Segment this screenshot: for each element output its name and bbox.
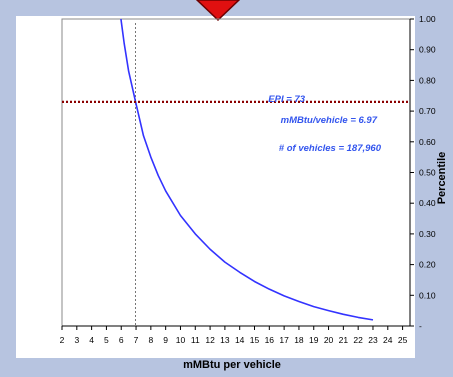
x-tick-label: 17 <box>279 335 289 345</box>
y-tick-label: 0.10 <box>419 290 436 300</box>
x-tick-label: 22 <box>353 335 363 345</box>
x-axis-ticks: 2 3 4 5 6 7 8 9 10 11 12 13 14 15 16 17 18 19 20 21 22 23 24 25 <box>60 326 408 345</box>
x-tick-label: 12 <box>205 335 215 345</box>
x-tick-label: 14 <box>235 335 245 345</box>
y-axis-ticks: 1.00 0.90 0.80 0.70 0.60 0.50 0.40 0.30 0.20 0.10… <box>410 14 436 331</box>
y-tick-label: 0.80 <box>419 75 436 85</box>
annotation-mmbtu: mMBtu/vehicle = 6.97 <box>281 115 378 126</box>
x-tick-label: 21 <box>339 335 349 345</box>
y-tick-label: 1.00 <box>419 14 436 24</box>
y-tick-label: - <box>419 321 422 331</box>
x-tick-label: 7 <box>134 335 139 345</box>
x-tick-label: 11 <box>191 335 200 345</box>
y-tick-label: 0.20 <box>419 260 436 270</box>
x-tick-label: 6 <box>119 335 124 345</box>
x-tick-label: 10 <box>176 335 186 345</box>
y-tick-label: 0.30 <box>419 229 436 239</box>
y-tick-label: 0.70 <box>419 106 436 116</box>
x-tick-label: 2 <box>60 335 65 345</box>
y-tick-label: 0.90 <box>419 45 436 55</box>
chart-panel <box>16 16 415 358</box>
y-tick-label: 0.40 <box>419 198 436 208</box>
series-curve <box>120 18 374 321</box>
y-tick-label: 0.50 <box>419 168 436 178</box>
x-tick-label: 19 <box>309 335 319 345</box>
down-arrow-icon <box>195 0 241 22</box>
x-tick-label: 13 <box>220 335 230 345</box>
x-tick-label: 24 <box>383 335 393 345</box>
x-tick-label: 4 <box>89 335 94 345</box>
x-tick-label: 5 <box>104 335 109 345</box>
x-tick-label: 15 <box>250 335 260 345</box>
x-tick-label: 16 <box>265 335 275 345</box>
x-tick-label: 23 <box>368 335 378 345</box>
y-tick-label: 0.60 <box>419 137 436 147</box>
x-tick-label: 9 <box>163 335 168 345</box>
x-tick-label: 25 <box>398 335 408 345</box>
x-axis-label: mMBtu per vehicle <box>183 359 281 371</box>
x-tick-label: 20 <box>324 335 334 345</box>
annotation-vehicles: # of vehicles = 187,960 <box>279 143 382 154</box>
x-tick-label: 8 <box>148 335 153 345</box>
x-tick-label: 18 <box>294 335 304 345</box>
x-tick-label: 3 <box>74 335 79 345</box>
annotation-epi: EPI = 73 <box>268 94 305 105</box>
y-axis-label: Percentile <box>436 152 448 205</box>
